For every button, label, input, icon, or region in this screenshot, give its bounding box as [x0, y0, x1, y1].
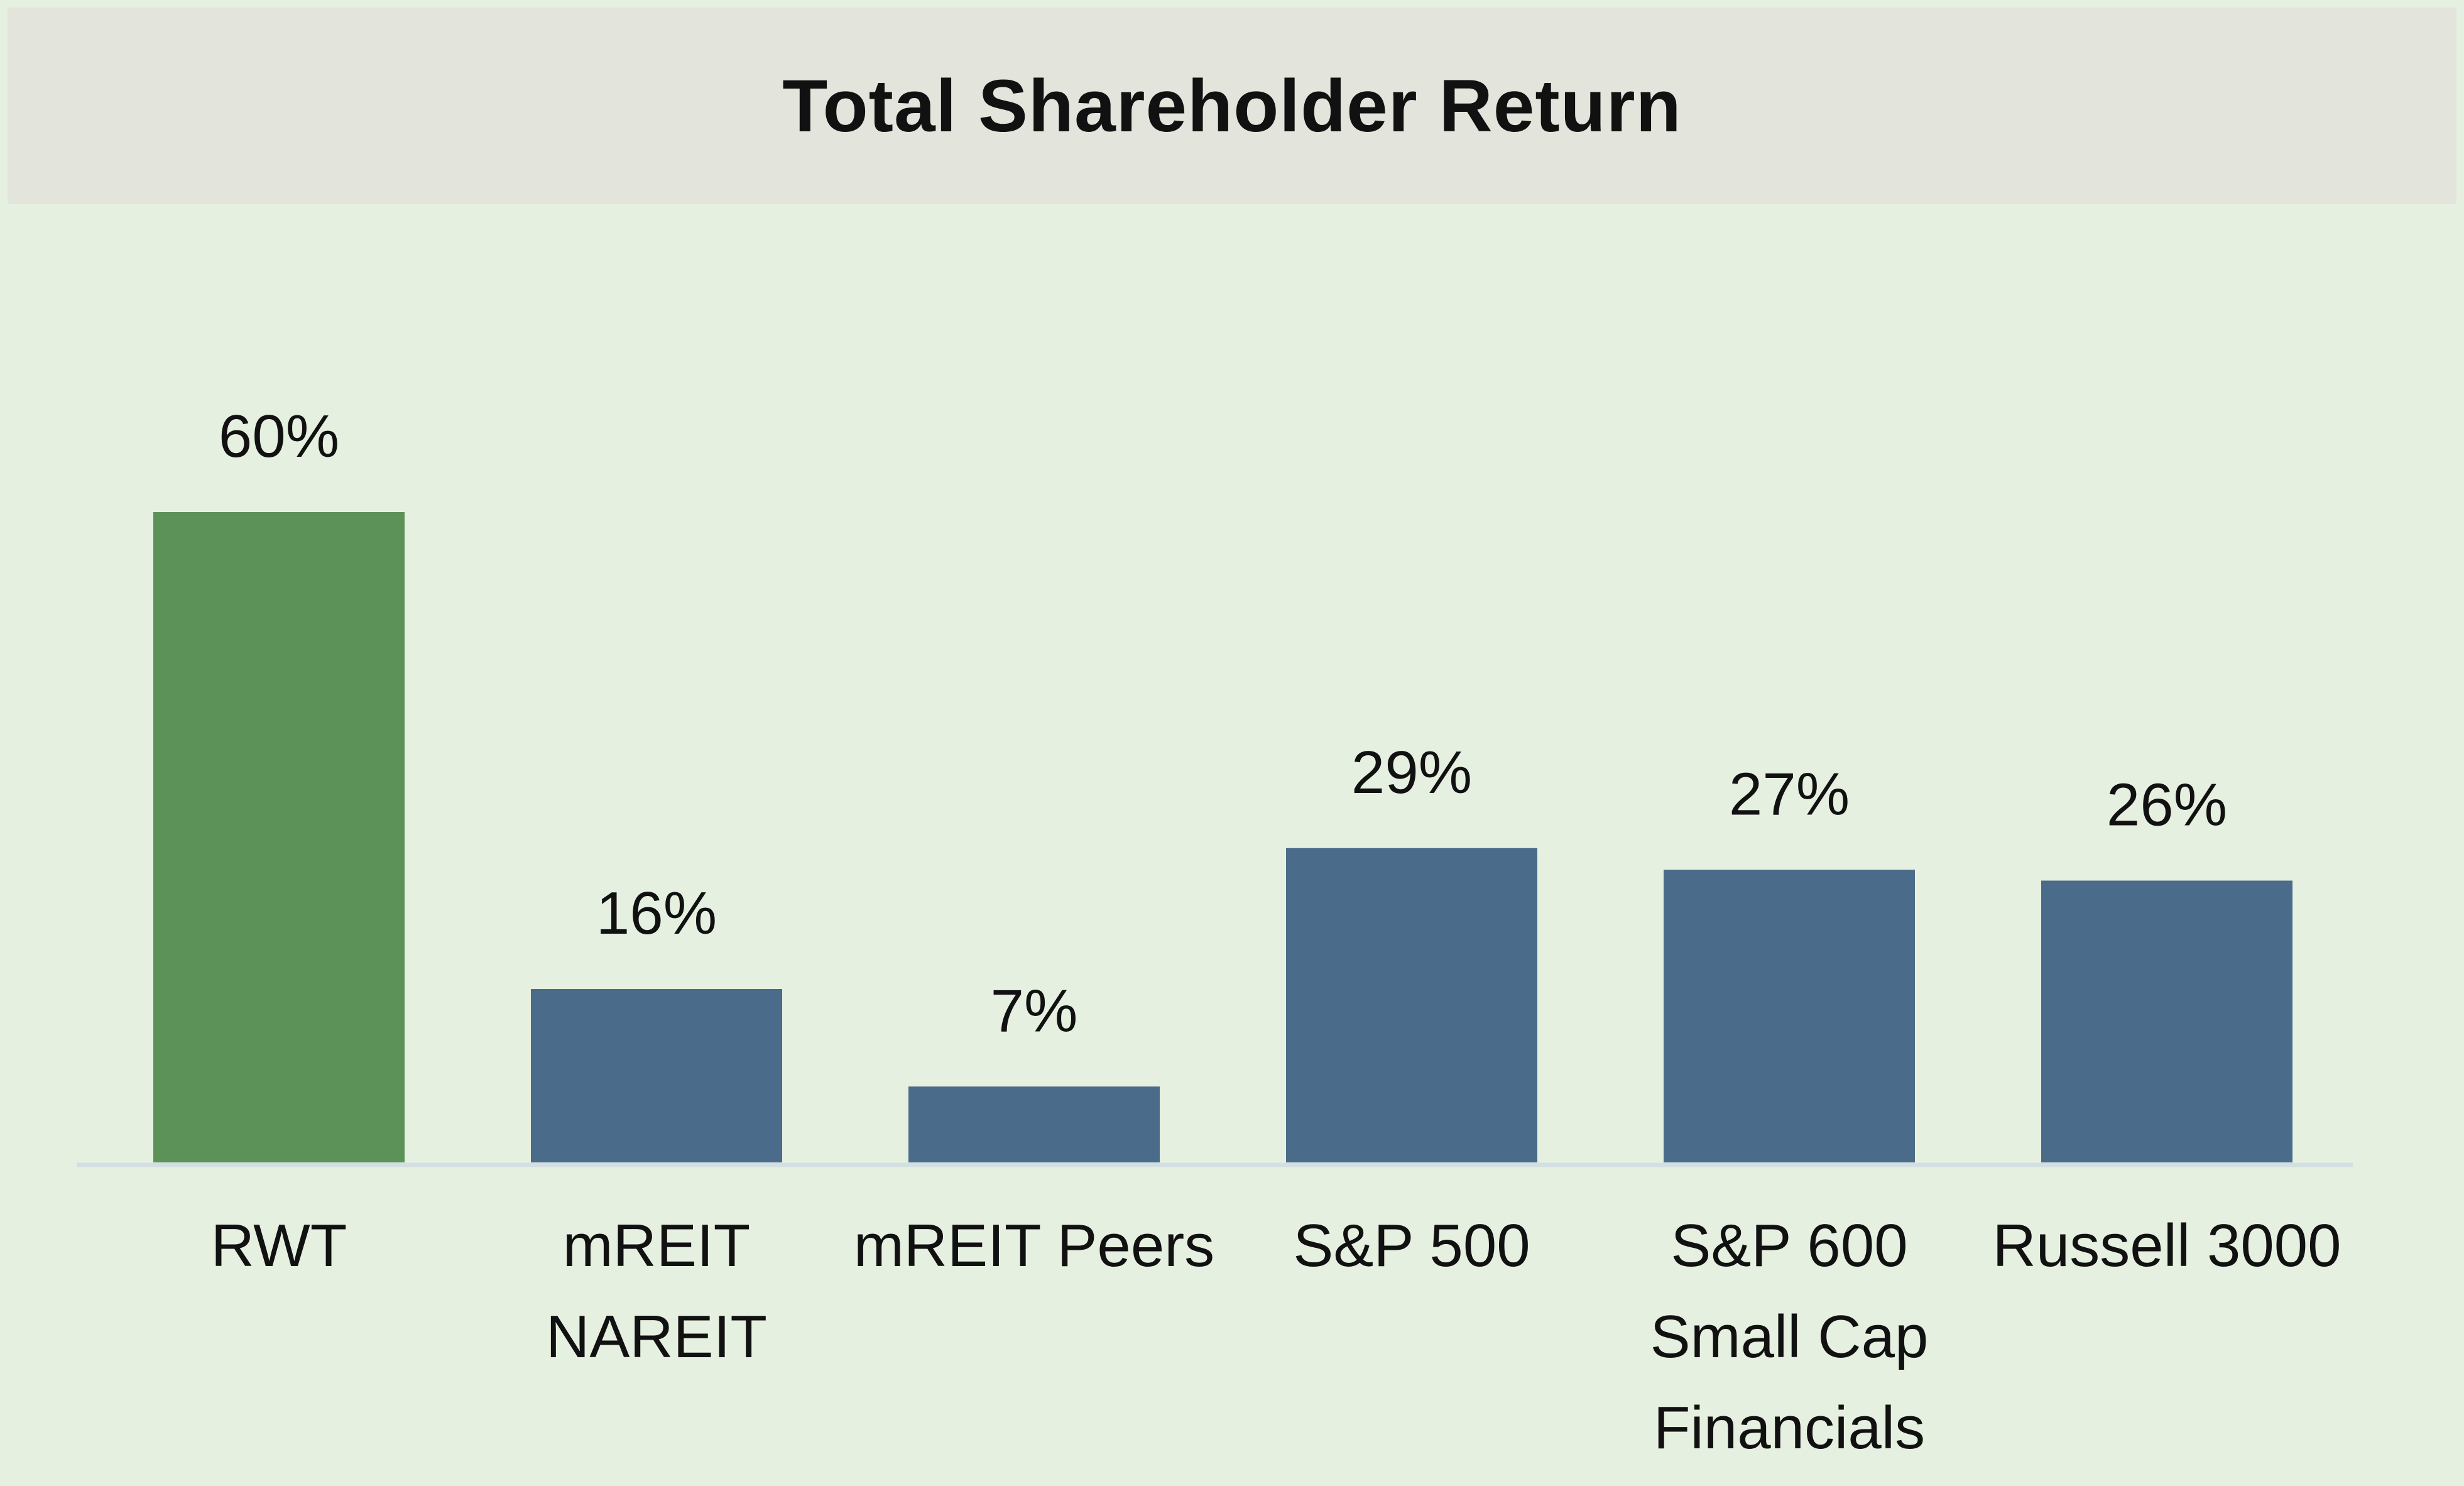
category-label-3-0: S&P 500: [1293, 1212, 1530, 1279]
category-label-4-0: S&P 600: [1671, 1212, 1907, 1279]
value-label-3: 29%: [1351, 739, 1472, 806]
value-label-1: 16%: [596, 880, 717, 947]
bar-0: [153, 512, 405, 1162]
category-label-4-1: Small Cap: [1650, 1303, 1929, 1370]
bar-1: [531, 989, 782, 1162]
bars-group: [153, 512, 2292, 1162]
category-label-1-1: NAREIT: [546, 1303, 767, 1370]
value-label-4: 27%: [1729, 760, 1850, 828]
category-label-2-0: mREIT Peers: [854, 1212, 1214, 1279]
value-label-0: 60%: [219, 403, 339, 470]
bar-4: [1664, 870, 1915, 1162]
bar-2: [908, 1086, 1160, 1162]
category-label-4-2: Financials: [1654, 1394, 1925, 1461]
value-label-2: 7%: [991, 977, 1078, 1044]
value-label-5: 26%: [2107, 772, 2227, 839]
category-label-0-0: RWT: [211, 1212, 347, 1279]
chart-title-band: Total Shareholder Return: [8, 8, 2456, 204]
category-labels-group: RWT mREIT NAREIT mREIT Peers S&P 500 S&P 600 S…: [211, 1212, 2341, 1461]
category-label-1-0: mREIT: [563, 1212, 751, 1279]
value-labels-group: 60% 16% 7% 29% 27% 26%: [219, 403, 2227, 1044]
bar-5: [2041, 880, 2292, 1162]
chart-title: Total Shareholder Return: [782, 64, 1682, 148]
bar-3: [1286, 848, 1537, 1162]
category-label-5-0: Russell 3000: [1993, 1212, 2341, 1279]
